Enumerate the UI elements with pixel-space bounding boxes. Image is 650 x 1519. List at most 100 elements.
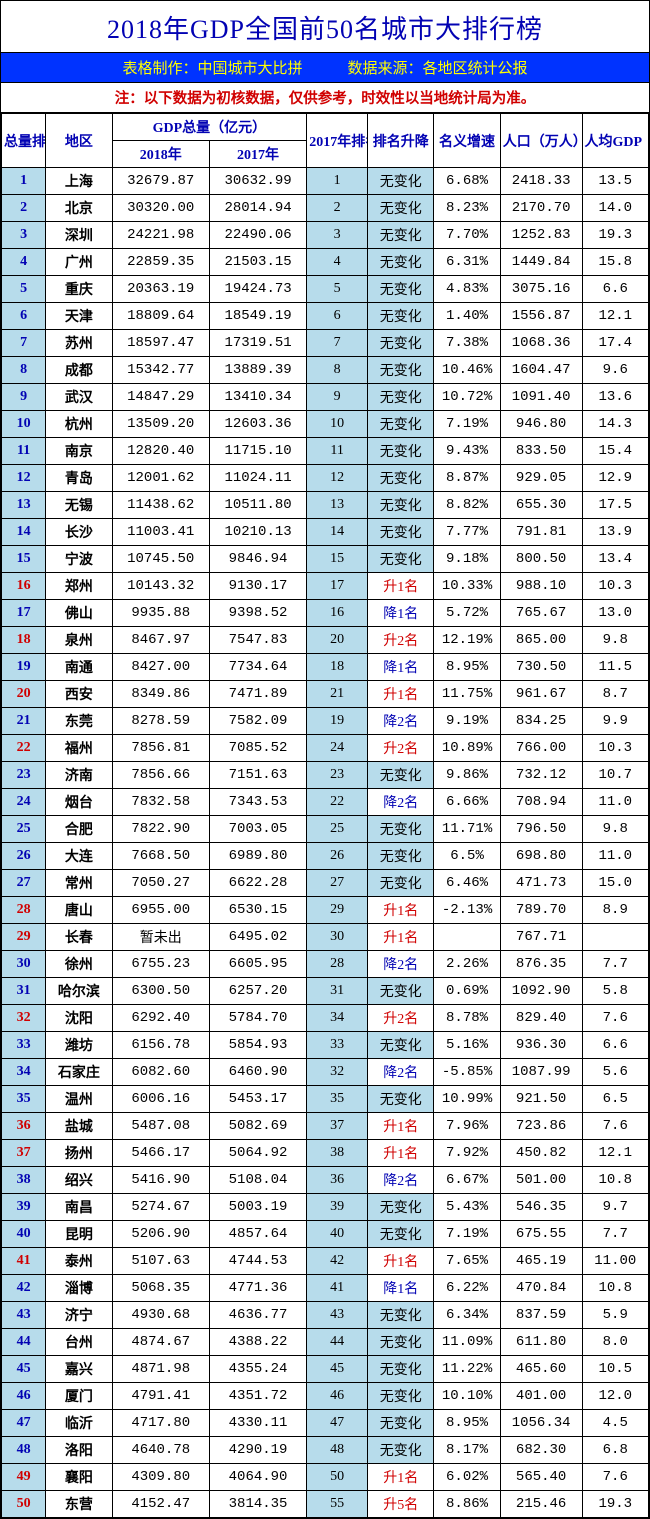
change-cell: 升1名 xyxy=(368,1113,434,1140)
change-cell: 无变化 xyxy=(368,411,434,438)
growth-cell: 6.66% xyxy=(434,789,500,816)
change-cell: 无变化 xyxy=(368,978,434,1005)
region-cell: 西安 xyxy=(46,681,112,708)
growth-cell: 6.5% xyxy=(434,843,500,870)
growth-cell: 6.67% xyxy=(434,1167,500,1194)
growth-cell: 10.10% xyxy=(434,1383,500,1410)
gdp17-cell: 4857.64 xyxy=(209,1221,306,1248)
rank17-cell: 9 xyxy=(307,384,368,411)
pop-cell: 501.00 xyxy=(500,1167,582,1194)
growth-cell: 5.43% xyxy=(434,1194,500,1221)
gdp18-cell: 6955.00 xyxy=(112,897,209,924)
table-row: 33潍坊6156.785854.9333无变化5.16%936.306.6 xyxy=(2,1032,649,1059)
rank-cell: 43 xyxy=(2,1302,46,1329)
gdp17-cell: 7343.53 xyxy=(209,789,306,816)
rank-cell: 31 xyxy=(2,978,46,1005)
pc-cell: 13.4 xyxy=(582,546,648,573)
table-row: 20西安8349.867471.8921升1名11.75%961.678.7 xyxy=(2,681,649,708)
pop-cell: 765.67 xyxy=(500,600,582,627)
table-row: 34石家庄6082.606460.9032降2名-5.85%1087.995.6 xyxy=(2,1059,649,1086)
region-cell: 潍坊 xyxy=(46,1032,112,1059)
rank-cell: 40 xyxy=(2,1221,46,1248)
region-cell: 哈尔滨 xyxy=(46,978,112,1005)
table-row: 18泉州8467.977547.8320升2名12.19%865.009.8 xyxy=(2,627,649,654)
rank-cell: 18 xyxy=(2,627,46,654)
rank17-cell: 26 xyxy=(307,843,368,870)
region-cell: 宁波 xyxy=(46,546,112,573)
change-cell: 升1名 xyxy=(368,924,434,951)
pc-cell: 9.8 xyxy=(582,627,648,654)
hdr-growth: 名义增速 xyxy=(434,114,500,168)
rank17-cell: 39 xyxy=(307,1194,368,1221)
region-cell: 合肥 xyxy=(46,816,112,843)
growth-cell: 7.70% xyxy=(434,222,500,249)
table-row: 47临沂4717.804330.1147无变化8.95%1056.344.5 xyxy=(2,1410,649,1437)
region-cell: 苏州 xyxy=(46,330,112,357)
pop-cell: 1092.90 xyxy=(500,978,582,1005)
rank-cell: 29 xyxy=(2,924,46,951)
gdp17-cell: 7003.05 xyxy=(209,816,306,843)
rank-cell: 1 xyxy=(2,168,46,195)
pop-cell: 470.84 xyxy=(500,1275,582,1302)
pop-cell: 450.82 xyxy=(500,1140,582,1167)
change-cell: 无变化 xyxy=(368,222,434,249)
rank17-cell: 19 xyxy=(307,708,368,735)
rank17-cell: 2 xyxy=(307,195,368,222)
gdp18-cell: 5466.17 xyxy=(112,1140,209,1167)
change-cell: 升5名 xyxy=(368,1491,434,1518)
gdp17-cell: 10210.13 xyxy=(209,519,306,546)
table-row: 30徐州6755.236605.9528降2名2.26%876.357.7 xyxy=(2,951,649,978)
rank17-cell: 25 xyxy=(307,816,368,843)
change-cell: 无变化 xyxy=(368,195,434,222)
pop-cell: 2170.70 xyxy=(500,195,582,222)
change-cell: 无变化 xyxy=(368,762,434,789)
table-row: 40昆明5206.904857.6440无变化7.19%675.557.7 xyxy=(2,1221,649,1248)
region-cell: 天津 xyxy=(46,303,112,330)
change-cell: 无变化 xyxy=(368,357,434,384)
change-cell: 降2名 xyxy=(368,951,434,978)
change-cell: 无变化 xyxy=(368,276,434,303)
gdp18-cell: 5068.35 xyxy=(112,1275,209,1302)
table-row: 32沈阳6292.405784.7034升2名8.78%829.407.6 xyxy=(2,1005,649,1032)
growth-cell: 7.19% xyxy=(434,1221,500,1248)
change-cell: 升2名 xyxy=(368,627,434,654)
gdp18-cell: 8427.00 xyxy=(112,654,209,681)
pc-cell: 12.9 xyxy=(582,465,648,492)
table-row: 2北京30320.0028014.942无变化8.23%2170.7014.0 xyxy=(2,195,649,222)
pc-cell: 10.8 xyxy=(582,1167,648,1194)
rank17-cell: 33 xyxy=(307,1032,368,1059)
rank17-cell: 10 xyxy=(307,411,368,438)
change-cell: 无变化 xyxy=(368,384,434,411)
pc-cell: 8.0 xyxy=(582,1329,648,1356)
pc-cell: 6.6 xyxy=(582,276,648,303)
pop-cell: 1556.87 xyxy=(500,303,582,330)
pc-cell: 15.4 xyxy=(582,438,648,465)
rank-cell: 37 xyxy=(2,1140,46,1167)
gdp17-cell: 28014.94 xyxy=(209,195,306,222)
gdp18-cell: 5487.08 xyxy=(112,1113,209,1140)
rank-cell: 34 xyxy=(2,1059,46,1086)
rank-cell: 46 xyxy=(2,1383,46,1410)
region-cell: 临沂 xyxy=(46,1410,112,1437)
rank17-cell: 23 xyxy=(307,762,368,789)
rank17-cell: 18 xyxy=(307,654,368,681)
pop-cell: 401.00 xyxy=(500,1383,582,1410)
region-cell: 济宁 xyxy=(46,1302,112,1329)
pc-cell: 13.0 xyxy=(582,600,648,627)
table-row: 19南通8427.007734.6418降1名8.95%730.5011.5 xyxy=(2,654,649,681)
pop-cell: 3075.16 xyxy=(500,276,582,303)
gdp17-cell: 4636.77 xyxy=(209,1302,306,1329)
gdp18-cell: 暂未出 xyxy=(112,924,209,951)
gdp18-cell: 6292.40 xyxy=(112,1005,209,1032)
growth-cell: 8.17% xyxy=(434,1437,500,1464)
pc-cell: 12.1 xyxy=(582,1140,648,1167)
growth-cell: 9.86% xyxy=(434,762,500,789)
pop-cell: 789.70 xyxy=(500,897,582,924)
region-cell: 嘉兴 xyxy=(46,1356,112,1383)
pc-cell: 9.7 xyxy=(582,1194,648,1221)
pop-cell: 471.73 xyxy=(500,870,582,897)
gdp17-cell: 4355.24 xyxy=(209,1356,306,1383)
rank-cell: 26 xyxy=(2,843,46,870)
gdp18-cell: 6156.78 xyxy=(112,1032,209,1059)
gdp17-cell: 5064.92 xyxy=(209,1140,306,1167)
